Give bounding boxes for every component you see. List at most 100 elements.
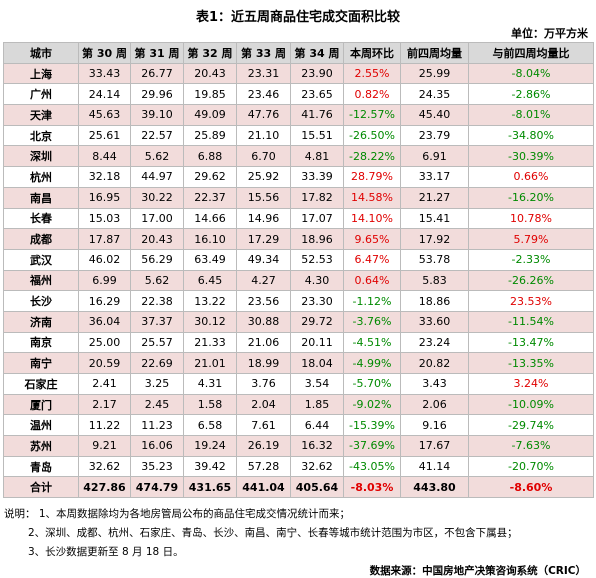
table-row: 上海 33.43 26.77 20.43 23.31 23.90 2.55% 25.99 -8.…	[3, 62, 594, 85]
value-cell: 56.29	[130, 248, 184, 271]
table-row: 福州 6.99 5.62 6.45 4.27 4.30 0.64% 5.83 -26.26%	[3, 269, 594, 292]
value-cell: 9.21	[78, 435, 131, 457]
note-item: 2、深圳、成都、杭州、石家庄、青岛、长沙、南昌、南宁、长春等城市统计范围为市区，…	[28, 527, 518, 539]
value-cell: 16.06	[130, 435, 184, 457]
value-cell: -15.39%	[343, 414, 401, 437]
value-cell: 44.97	[130, 166, 184, 188]
value-cell: -10.09%	[468, 393, 594, 416]
header-cell: 城市	[3, 42, 79, 64]
value-cell: 46.02	[78, 248, 131, 271]
value-cell: 3.54	[290, 373, 344, 395]
value-cell: 6.91	[400, 145, 469, 168]
value-cell: 24.35	[400, 83, 469, 106]
table-row: 温州 11.22 11.23 6.58 7.61 6.44 -15.39% 9.16 -29.7…	[3, 414, 594, 437]
value-cell: 11.22	[78, 414, 131, 437]
value-cell: 37.37	[130, 310, 184, 333]
value-cell: -12.57%	[343, 104, 401, 126]
table-row: 长沙 16.29 22.38 13.22 23.56 23.30 -1.12% 18.86 23…	[3, 290, 594, 312]
value-cell: 22.57	[130, 124, 184, 147]
value-cell: 33.43	[78, 62, 131, 85]
value-cell: 4.31	[183, 373, 237, 395]
notes-label: 说明：	[4, 508, 36, 520]
value-cell: 6.99	[78, 269, 131, 292]
table-row: 天津 45.63 39.10 49.09 47.76 41.76 -12.57% 45.40-…	[3, 104, 594, 126]
value-cell: 1.85	[290, 393, 344, 416]
value-cell: 16.29	[78, 290, 131, 312]
city-cell: 温州	[3, 414, 79, 437]
value-cell: 33.39	[290, 166, 344, 188]
table-row: 苏州 9.21 16.06 19.24 26.19 16.32 -37.69% 17.67 -7…	[3, 435, 594, 457]
value-cell: 431.65	[183, 476, 237, 499]
value-cell: -26.50%	[343, 124, 401, 147]
value-cell: -29.74%	[468, 414, 594, 437]
table-row: 厦门 2.17 2.45 1.58 2.04 1.85 -9.02% 2.06 -10.09%	[3, 393, 594, 416]
value-cell: -2.86%	[468, 83, 594, 106]
value-cell: 63.49	[183, 248, 237, 271]
value-cell: 29.72	[290, 310, 344, 333]
value-cell: 3.24%	[468, 373, 594, 395]
note-item: 1、本周数据除均为各地房管局公布的商品住宅成交情况统计而来；	[38, 508, 351, 520]
value-cell: 23.24	[400, 331, 469, 354]
header-cell: 与前四周均量比	[468, 42, 594, 64]
value-cell: 17.87	[78, 228, 131, 250]
value-cell: -43.05%	[343, 455, 401, 478]
note-item: 3、长沙数据更新至 8 月 18 日。	[28, 546, 184, 558]
value-cell: 405.64	[290, 476, 344, 499]
value-cell: 25.99	[400, 62, 469, 85]
value-cell: -13.47%	[468, 331, 594, 354]
unit-label: 单位：万平方米	[511, 27, 588, 40]
value-cell: -7.63%	[468, 435, 594, 457]
city-cell: 深圳	[3, 145, 79, 168]
city-cell: 合计	[3, 476, 79, 499]
value-cell: 5.62	[130, 269, 184, 292]
header-cell: 本周环比	[343, 42, 401, 64]
table-row: 济南 36.04 37.37 30.12 30.88 29.72 -3.76% 33.60 -1…	[3, 310, 594, 333]
value-cell: 21.01	[183, 352, 237, 374]
city-cell: 苏州	[3, 435, 79, 457]
notes: 说明： 1、本周数据除均为各地房管局公布的商品住宅成交情况统计而来； 2、深圳、成…	[4, 505, 518, 562]
city-cell: 武汉	[3, 248, 79, 271]
value-cell: -4.99%	[343, 352, 401, 374]
value-cell: 18.99	[236, 352, 291, 374]
value-cell: 14.58%	[343, 186, 401, 209]
city-cell: 济南	[3, 310, 79, 333]
value-cell: -3.76%	[343, 310, 401, 333]
header-row: 城市第 30 周第 31 周第 32 周第 33 周第 34 周本周环比 前四周均…	[3, 42, 594, 64]
value-cell: -20.70%	[468, 455, 594, 478]
value-cell: 23.79	[400, 124, 469, 147]
header-cell: 第 32 周	[183, 42, 237, 64]
value-cell: 47.76	[236, 104, 291, 126]
value-cell: 33.17	[400, 166, 469, 188]
value-cell: -4.51%	[343, 331, 401, 354]
value-cell: 49.09	[183, 104, 237, 126]
value-cell: -26.26%	[468, 269, 594, 292]
city-cell: 北京	[3, 124, 79, 147]
header-cell: 第 31 周	[130, 42, 184, 64]
header-cell: 第 33 周	[236, 42, 291, 64]
value-cell: 21.10	[236, 124, 291, 147]
city-cell: 广州	[3, 83, 79, 106]
value-cell: 17.82	[290, 186, 344, 209]
value-cell: 32.18	[78, 166, 131, 188]
table-row: 广州 24.14 29.96 19.85 23.46 23.65 0.82% 24.35 -2.…	[3, 83, 594, 106]
value-cell: -16.20%	[468, 186, 594, 209]
table-row: 深圳 8.44 5.62 6.88 6.70 4.81 -28.22% 6.91 -30.39%	[3, 145, 594, 168]
value-cell: 20.43	[183, 62, 237, 85]
header-cell: 第 34 周	[290, 42, 344, 64]
value-cell: 18.96	[290, 228, 344, 250]
value-cell: 32.62	[78, 455, 131, 478]
city-cell: 南宁	[3, 352, 79, 374]
value-cell: 427.86	[78, 476, 131, 499]
value-cell: 49.34	[236, 248, 291, 271]
value-cell: 23.65	[290, 83, 344, 106]
value-cell: 4.27	[236, 269, 291, 292]
table-row: 南昌 16.95 30.22 22.37 15.56 17.82 14.58% 21.27 -1…	[3, 186, 594, 209]
value-cell: 6.58	[183, 414, 237, 437]
table-row: 杭州 32.18 44.97 29.62 25.92 33.39 28.79% 33.17 0.…	[3, 166, 594, 188]
value-cell: 57.28	[236, 455, 291, 478]
value-cell: 14.10%	[343, 207, 401, 230]
value-cell: 28.79%	[343, 166, 401, 188]
value-cell: 6.70	[236, 145, 291, 168]
value-cell: 36.04	[78, 310, 131, 333]
